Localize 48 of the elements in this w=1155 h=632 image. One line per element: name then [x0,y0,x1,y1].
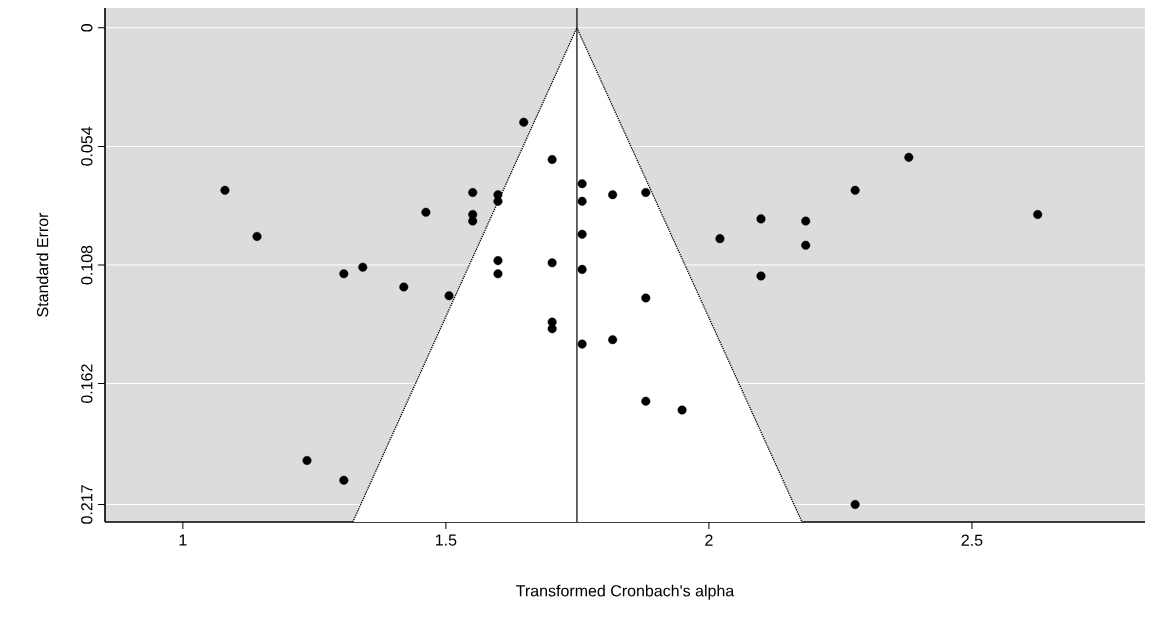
point [850,499,860,509]
point [641,188,651,198]
point [547,155,557,165]
point [608,190,618,200]
point [519,117,529,127]
point [547,258,557,268]
point [547,324,557,334]
x-tick-label: 1.5 [435,534,457,546]
point [339,475,349,485]
point [421,207,431,217]
y-tick-label: 0.217 [81,485,93,524]
y-axis-title: Standard Error [36,212,49,317]
y-tick-label: 0.108 [81,245,93,285]
point [399,282,409,292]
point [493,256,503,266]
point [608,335,618,345]
x-axis-title: Transformed Cronbach's alpha [516,584,735,600]
point [801,240,811,250]
point [577,229,587,239]
x-tick-label: 2.5 [961,534,983,546]
x-tick-label: 2 [705,534,713,546]
point [358,262,368,272]
point [577,339,587,349]
point [252,231,262,241]
point [715,234,725,244]
point [641,396,651,406]
point [850,185,860,195]
point [493,269,503,279]
point [801,216,811,226]
point [220,185,230,195]
point [756,214,766,224]
point [468,188,478,198]
point [677,405,687,415]
point [302,456,312,465]
point [904,152,914,162]
point [468,216,478,226]
y-tick-label: 0.162 [81,364,93,404]
point [339,269,349,279]
y-tick-label: 0.054 [81,126,93,166]
point [756,271,766,281]
point [577,264,587,274]
point [577,179,587,189]
point [1033,209,1043,219]
point [577,196,587,206]
x-tick-label: 1 [179,534,187,546]
y-tick-label: 0 [81,23,93,32]
point [444,291,454,301]
point [641,293,651,303]
